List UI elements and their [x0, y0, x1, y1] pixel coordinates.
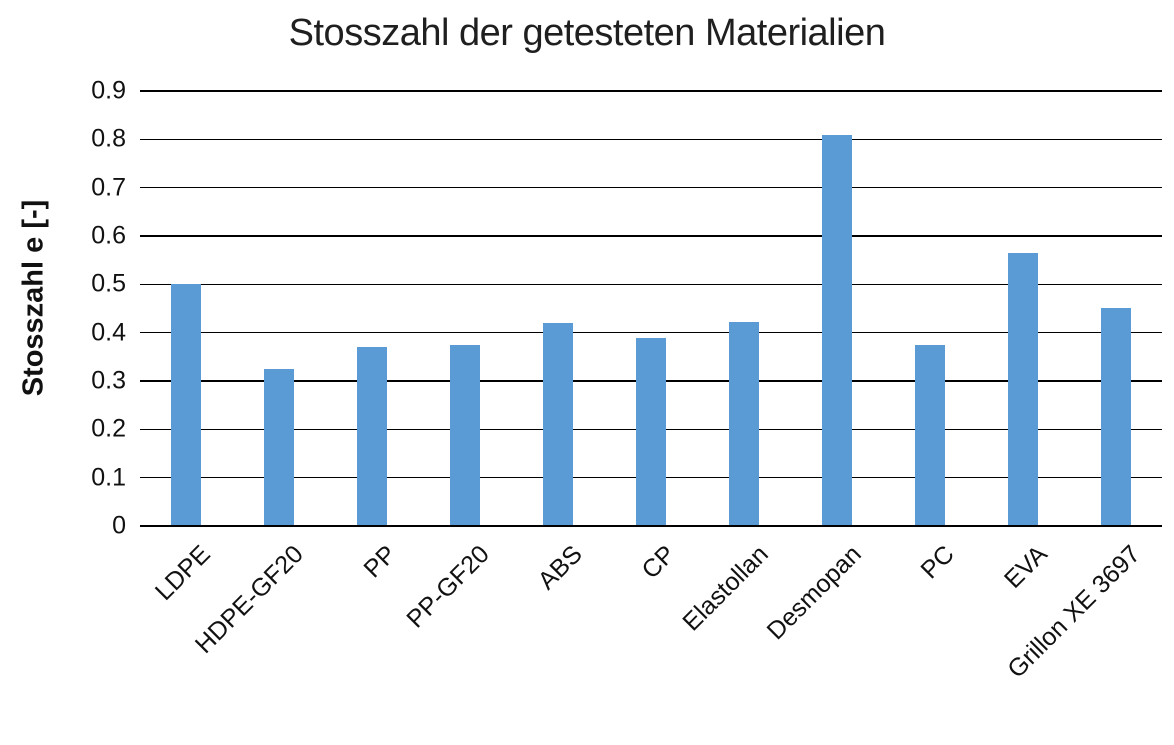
- bar-cp: [636, 337, 666, 525]
- x-tick-label: Elastollan: [677, 540, 774, 637]
- bar-abs: [543, 323, 574, 525]
- x-tick-label: CP: [636, 540, 681, 585]
- y-tick-label: 0.1: [91, 463, 126, 492]
- gridline: [140, 186, 1162, 189]
- x-tick-label: PC: [915, 540, 960, 585]
- gridline: [140, 331, 1162, 334]
- bar-desmopan: [821, 134, 852, 525]
- y-tick-label: 0.7: [91, 173, 126, 202]
- x-tick-label: Desmopan: [761, 540, 867, 646]
- x-tick-label: EVA: [998, 540, 1053, 594]
- gridline: [140, 283, 1162, 286]
- gridline: [140, 235, 1162, 237]
- bar-pc: [914, 344, 945, 525]
- chart-title: Stosszahl der getesteten Materialien: [288, 12, 886, 54]
- x-tick-label: PP-GF20: [401, 540, 495, 634]
- bar-grillon-xe-3697: [1100, 307, 1131, 525]
- x-tick-label: LDPE: [150, 540, 217, 606]
- x-axis-line: [140, 525, 1162, 527]
- bar-pp-gf20: [450, 344, 481, 525]
- bar-eva: [1007, 252, 1038, 525]
- y-tick-label: 0: [112, 511, 126, 540]
- x-tick-label: ABS: [532, 540, 588, 596]
- y-tick-label: 0.4: [91, 318, 126, 347]
- y-tick-label: 0.6: [91, 221, 126, 250]
- y-tick-label: 0.2: [91, 414, 126, 443]
- y-tick-label: 0.3: [91, 366, 126, 395]
- gridline: [140, 90, 1162, 92]
- bar-pp: [357, 347, 388, 525]
- bar-elastollan: [728, 322, 759, 525]
- bar-ldpe: [171, 284, 202, 525]
- y-tick-label: 0.9: [91, 76, 126, 105]
- y-tick-label: 0.5: [91, 269, 126, 298]
- bar-hdpe-gf20: [264, 368, 295, 525]
- y-tick-label: 0.8: [91, 124, 126, 153]
- x-tick-label: PP: [358, 540, 403, 584]
- gridline: [140, 138, 1162, 141]
